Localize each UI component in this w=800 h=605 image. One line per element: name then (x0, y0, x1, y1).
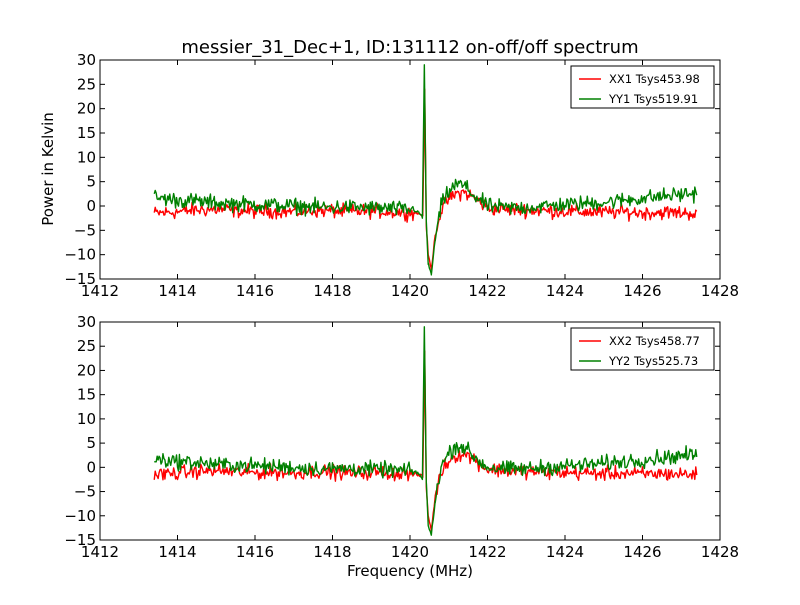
x-tick-label: 1412 (81, 543, 119, 561)
panel-2: 1412 1414 1416 1418 1420 1422 1424 1426 1428 −15 −… (64, 313, 739, 561)
x-tick-label: 1426 (623, 543, 661, 561)
x-tick-label: 1414 (158, 282, 196, 300)
legend-label: XX1 Tsys453.98 (609, 72, 700, 86)
y-tick-label: 20 (77, 361, 96, 379)
y-tick-label: −5 (74, 483, 96, 501)
series-group (153, 64, 698, 276)
x-tick-label: 1428 (701, 543, 739, 561)
legend-label: XX2 Tsys458.77 (609, 334, 700, 348)
x-tick-label: 1412 (81, 282, 119, 300)
chart-title: messier_31_Dec+1, ID:131112 on-off/off s… (181, 37, 638, 58)
y-tick-label: 0 (86, 458, 96, 476)
x-tick-label: 1422 (468, 543, 506, 561)
legend: XX1 Tsys453.98 YY1 Tsys519.91 (570, 65, 715, 109)
y-tick-label: −15 (64, 270, 96, 288)
legend-box (570, 65, 715, 109)
y-axis-label: Power in Kelvin (39, 112, 57, 226)
x-tick-label: 1426 (623, 282, 661, 300)
x-tick-label: 1418 (313, 282, 351, 300)
x-tick-label: 1416 (236, 282, 274, 300)
x-tick-label: 1420 (391, 543, 429, 561)
x-tick-label: 1424 (546, 282, 584, 300)
x-tick-label: 1424 (546, 543, 584, 561)
legend-label: YY1 Tsys519.91 (608, 92, 698, 106)
panel-1: 1412 1414 1416 1418 1420 1422 1424 1426 1428 −15 −… (64, 51, 739, 300)
y-tick-label: 15 (77, 124, 96, 142)
y-tick-label: −10 (64, 246, 96, 264)
x-tick-label: 1418 (313, 543, 351, 561)
x-tick-label: 1416 (236, 543, 274, 561)
y-tick-label: −5 (74, 221, 96, 239)
series-line-2 (154, 326, 698, 536)
x-tick-label: 1428 (701, 282, 739, 300)
y-tick-label: 20 (77, 100, 96, 118)
legend: XX2 Tsys458.77 YY2 Tsys525.73 (570, 327, 715, 371)
panels: 1412 1414 1416 1418 1420 1422 1424 1426 1428 −15 −… (64, 51, 739, 561)
series-line-2 (153, 64, 698, 276)
x-axis-label: Frequency (MHz) (347, 562, 473, 580)
y-tick-label: 10 (77, 410, 96, 428)
y-tick-label: 30 (77, 51, 96, 69)
y-tick-label: 25 (77, 337, 96, 355)
y-tick-label: −15 (64, 531, 96, 549)
x-tick-label: 1420 (391, 282, 429, 300)
legend-box (570, 327, 715, 371)
y-tick-label: 30 (77, 313, 96, 331)
series-group (153, 326, 698, 536)
y-tick-label: 0 (86, 197, 96, 215)
y-tick-label: 25 (77, 75, 96, 93)
y-tick-label: −10 (64, 507, 96, 525)
x-tick-label: 1414 (158, 543, 196, 561)
y-tick-label: 10 (77, 148, 96, 166)
x-tick-label: 1422 (468, 282, 506, 300)
legend-label: YY2 Tsys525.73 (608, 354, 698, 368)
y-tick-label: 15 (77, 386, 96, 404)
y-tick-label: 5 (86, 434, 96, 452)
y-tick-label: 5 (86, 173, 96, 191)
